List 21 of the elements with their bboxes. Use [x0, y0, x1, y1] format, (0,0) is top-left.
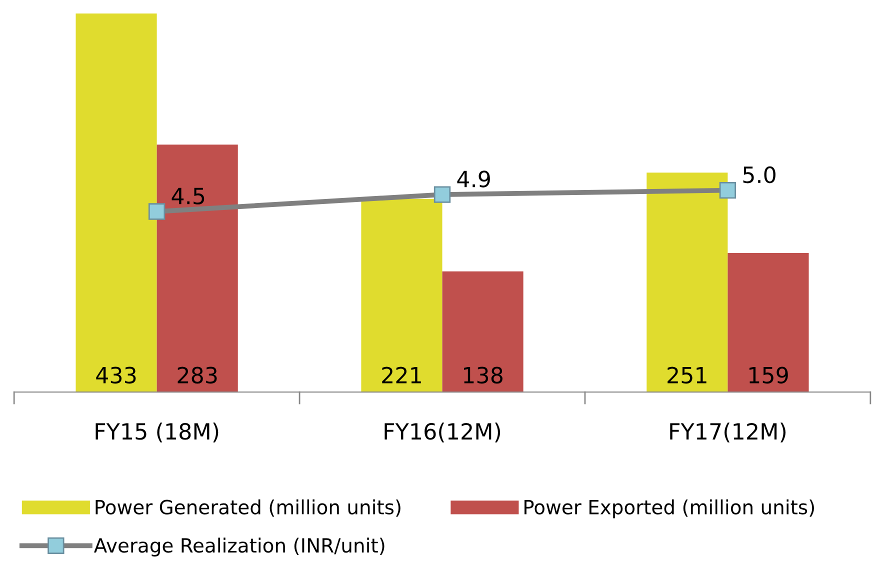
x-tick-label: FY15 (18M) — [96, 422, 218, 442]
bar — [442, 271, 524, 392]
bar — [76, 14, 157, 392]
bar — [646, 172, 728, 392]
legend-label: Power Exported (million units) — [524, 499, 814, 518]
bar — [728, 253, 809, 392]
legend-label: Power Generated (million units) — [96, 499, 400, 517]
data-label: 4.5 — [172, 188, 204, 204]
data-label: 4.9 — [457, 170, 490, 188]
data-label: 5.0 — [743, 166, 776, 184]
data-label: 433 — [96, 366, 136, 384]
data-label: 251 — [668, 366, 706, 384]
bar — [361, 198, 442, 392]
data-label: 283 — [178, 366, 217, 384]
x-tick-label: FY16(12M) — [384, 422, 500, 442]
bar — [156, 144, 238, 392]
data-label: 159 — [749, 366, 788, 384]
data-label: 138 — [464, 366, 502, 384]
data-label: 221 — [382, 366, 421, 384]
x-tick-label: FY17(12M) — [670, 422, 786, 442]
legend-label: Average Realization (INR/unit) — [94, 538, 384, 556]
